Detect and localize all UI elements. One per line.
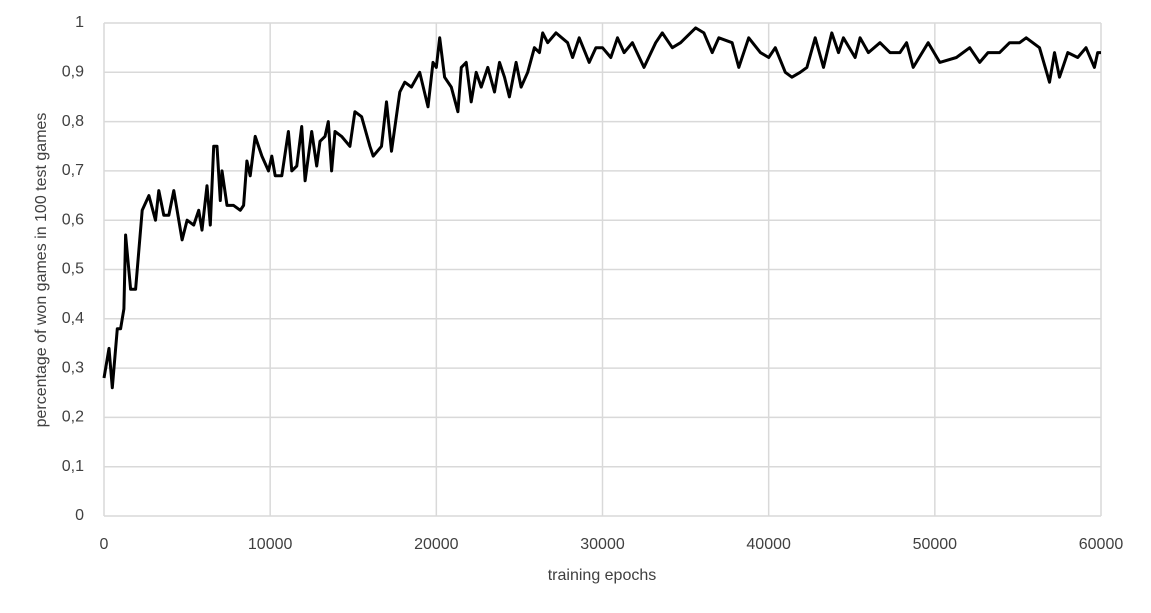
y-tick-label: 0 [75,507,84,524]
y-tick-label: 0,2 [62,409,84,426]
y-tick-label: 0,7 [62,162,84,179]
y-tick-label: 0,4 [62,310,84,327]
y-tick-label: 0,8 [62,113,84,130]
y-tick-label: 0,1 [62,458,84,475]
x-axis-label: training epochs [548,567,657,584]
x-tick-label: 50000 [913,536,958,553]
x-tick-label: 40000 [746,536,791,553]
x-tick-label: 10000 [248,536,293,553]
data-line [102,26,1101,390]
y-tick-label: 1 [75,14,84,31]
y-tick-label: 0,5 [62,261,84,278]
y-tick-label: 0,3 [62,359,84,376]
y-tick-label: 0,6 [62,211,84,228]
x-tick-label: 20000 [414,536,459,553]
y-tick-label: 0,9 [62,64,84,81]
x-tick-label: 30000 [580,536,625,553]
x-tick-label: 60000 [1079,536,1124,553]
y-axis-label: percentage of won games in 100 test game… [33,113,50,428]
x-tick-label: 0 [100,536,109,553]
